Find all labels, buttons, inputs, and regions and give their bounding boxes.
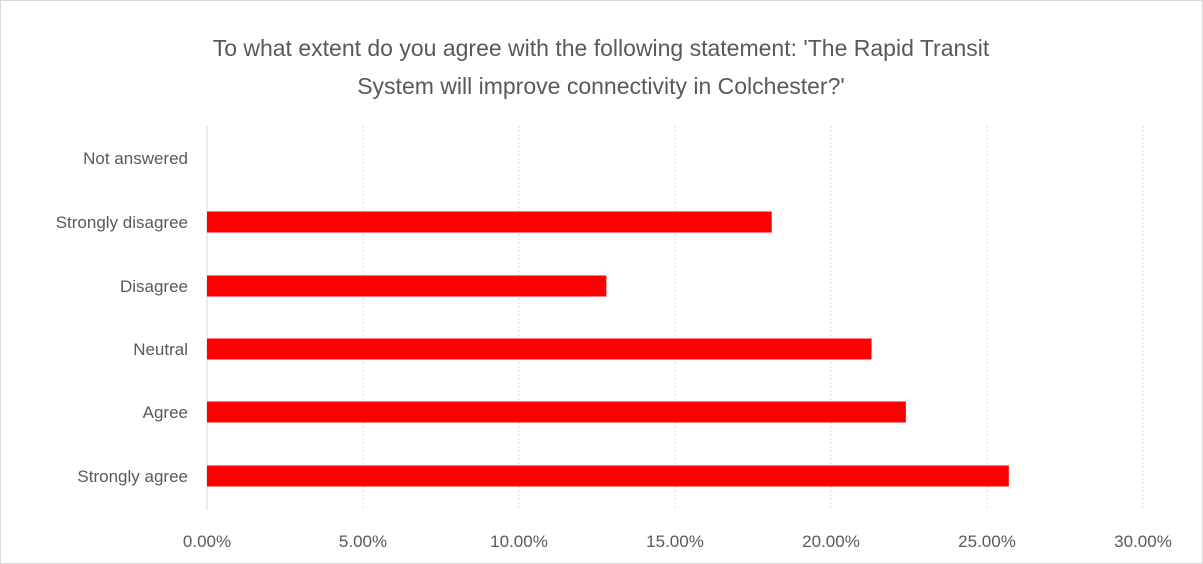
category-label: Disagree [120, 277, 188, 296]
bars [207, 211, 1009, 487]
category-label: Strongly disagree [56, 213, 188, 232]
x-tick-labels: 0.00% 5.00% 10.00% 15.00% 20.00% 25.00% 30.00% [183, 532, 1172, 551]
bar-disagree [207, 275, 607, 297]
x-tick-label: 30.00% [1114, 532, 1172, 551]
x-tick-label: 20.00% [802, 532, 860, 551]
gridlines [206, 126, 1144, 510]
bar-strongly-agree [207, 465, 1009, 487]
x-tick-label: 15.00% [646, 532, 704, 551]
x-tick-label: 5.00% [339, 532, 387, 551]
chart-title-line-1: To what extent do you agree with the fol… [212, 35, 990, 61]
bar-neutral [207, 338, 872, 360]
x-tick-label: 0.00% [183, 532, 231, 551]
bar-agree [207, 401, 906, 423]
category-label: Agree [143, 403, 188, 422]
x-tick-label: 10.00% [490, 532, 548, 551]
category-label: Neutral [133, 340, 188, 359]
category-label: Strongly agree [77, 467, 188, 486]
chart-title-line-2: System will improve connectivity in Colc… [357, 73, 845, 99]
x-tick-label: 25.00% [958, 532, 1016, 551]
chart-title: To what extent do you agree with the fol… [61, 29, 1141, 105]
category-label: Not answered [83, 149, 188, 168]
category-labels: Not answered Strongly disagree Disagree Neu… [56, 149, 188, 486]
bar-strongly-disagree [207, 211, 772, 233]
